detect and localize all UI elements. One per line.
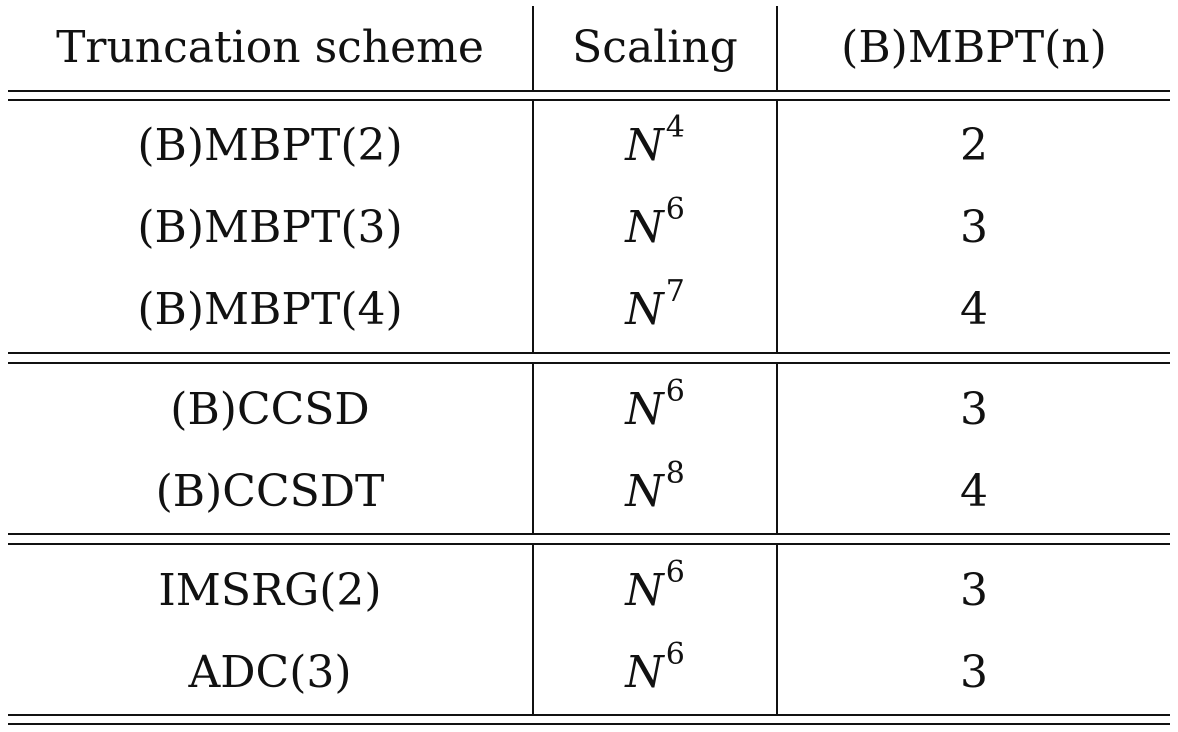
header-mbpt-n: (B)MBPT(n)	[841, 21, 1107, 73]
group-rule-bottom	[8, 362, 1170, 364]
table-row-scheme: (B)CCSD	[170, 383, 370, 435]
table-row-scheme: (B)MBPT(3)	[137, 201, 403, 253]
column-divider	[776, 545, 778, 714]
column-divider	[532, 364, 534, 533]
header-rule-bottom	[8, 99, 1170, 101]
table-row-scheme: IMSRG(2)	[158, 564, 382, 616]
column-divider	[532, 545, 534, 714]
table-row-mbpt-n: 3	[960, 201, 988, 253]
table-row-scheme: (B)MBPT(4)	[137, 283, 403, 335]
table-row-mbpt-n: 2	[960, 119, 988, 171]
column-divider	[776, 101, 778, 352]
table-row-mbpt-n: 4	[960, 283, 988, 335]
column-divider	[532, 6, 534, 90]
group-rule-top	[8, 352, 1170, 354]
group-rule-top	[8, 533, 1170, 535]
table-row-mbpt-n: 3	[960, 646, 988, 698]
table-row-mbpt-n: 3	[960, 383, 988, 435]
table-row-mbpt-n: 3	[960, 564, 988, 616]
bottom-rule-top	[8, 714, 1170, 716]
table-row-scheme: (B)CCSDT	[155, 465, 385, 517]
column-divider	[776, 6, 778, 90]
header-truncation-scheme: Truncation scheme	[56, 21, 484, 73]
header-scaling: Scaling	[572, 21, 738, 73]
column-divider	[532, 101, 534, 352]
header-rule-top	[8, 90, 1170, 92]
table-row-scheme: ADC(3)	[188, 646, 352, 698]
bottom-rule-bottom	[8, 723, 1170, 725]
group-rule-bottom	[8, 543, 1170, 545]
table-row-mbpt-n: 4	[960, 465, 988, 517]
column-divider	[776, 364, 778, 533]
table-row-scheme: (B)MBPT(2)	[137, 119, 403, 171]
